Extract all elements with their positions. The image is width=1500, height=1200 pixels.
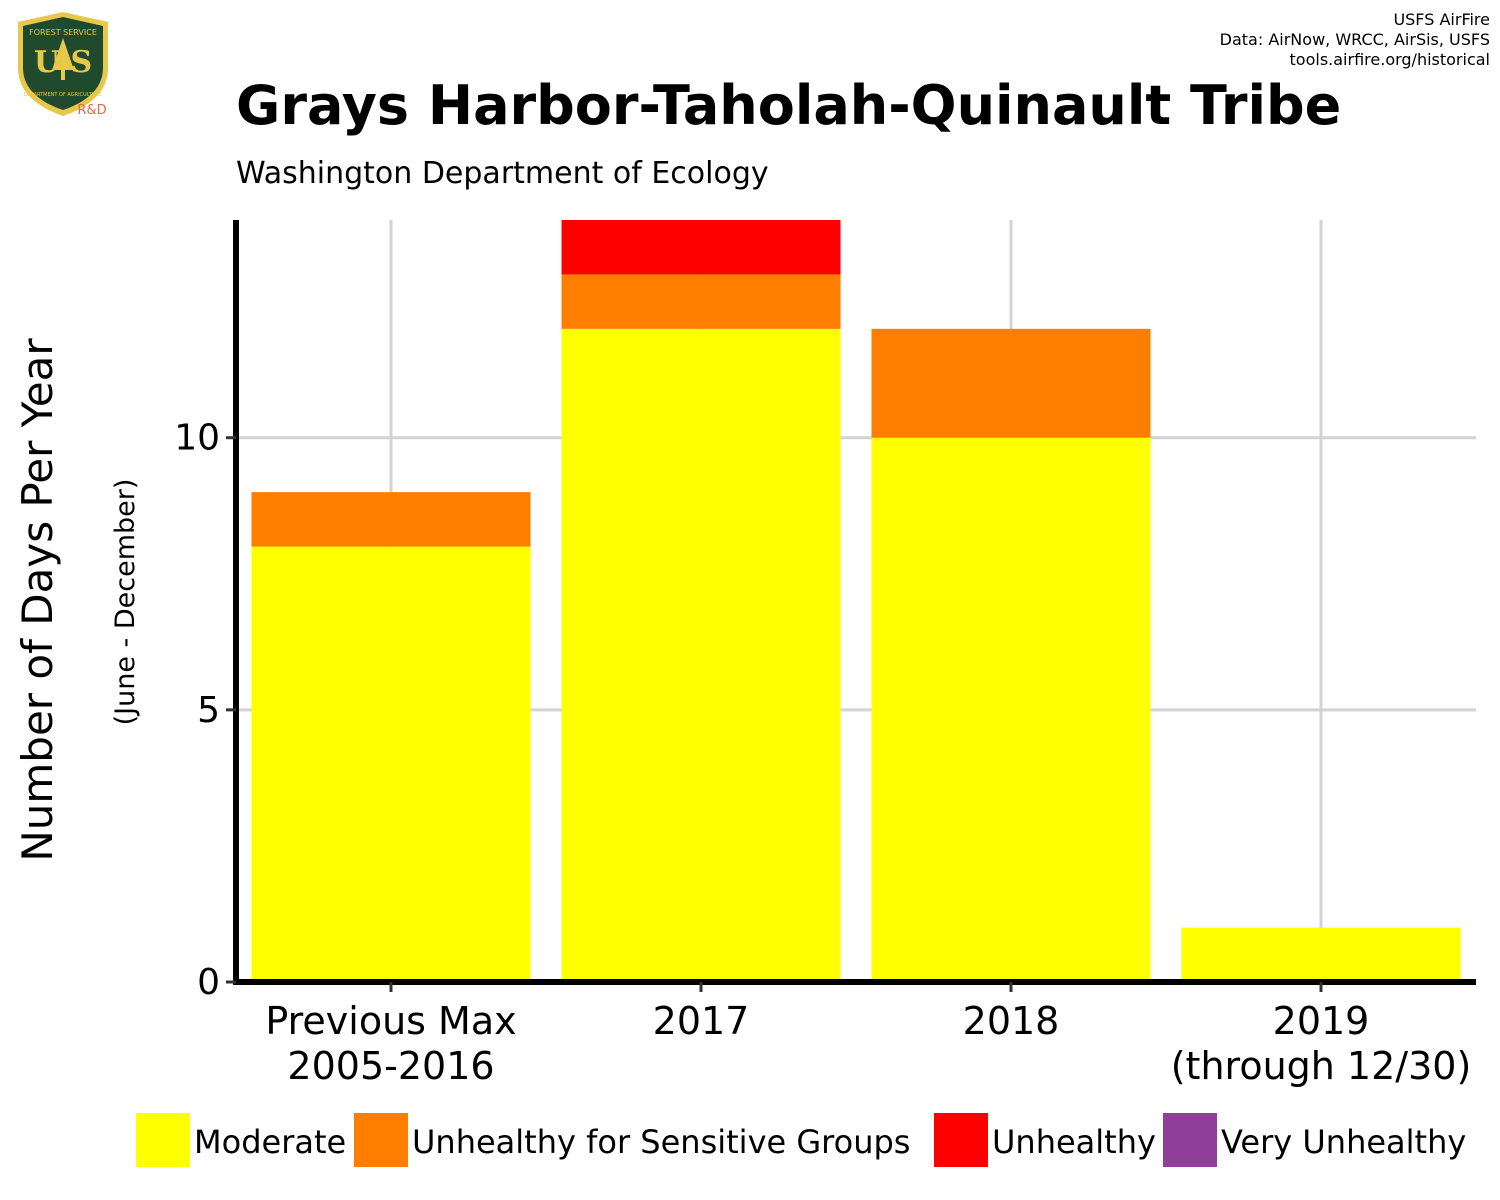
bar-segment	[561, 274, 841, 329]
chart-title: Grays Harbor-Taholah-Quinault Tribe	[236, 74, 1342, 137]
bar-segment	[251, 492, 531, 547]
x-tick-label: 2017	[653, 999, 750, 1043]
bar-segment	[871, 437, 1151, 982]
bar-segment	[871, 328, 1151, 438]
x-tick-label: Previous Max	[265, 999, 516, 1043]
legend-label: Unhealthy	[992, 1123, 1156, 1161]
bar-segment	[251, 546, 531, 982]
usfs-logo: U S FOREST SERVICE DEPARTMENT OF AGRICUL…	[18, 12, 108, 118]
y-axis-sublabel: (June - December)	[110, 479, 141, 726]
y-axis-label: Number of Days Per Year	[13, 338, 62, 862]
x-tick-label: 2019	[1273, 999, 1370, 1043]
credits: USFS AirFire Data: AirNow, WRCC, AirSis,…	[1220, 10, 1490, 70]
credit-line: tools.airfire.org/historical	[1289, 50, 1490, 69]
logo-bottom-text: DEPARTMENT OF AGRICULTURE	[24, 92, 102, 98]
y-tick-label: 0	[197, 962, 220, 1003]
x-tick-label: 2005-2016	[287, 1044, 494, 1088]
bar-segment	[561, 220, 841, 275]
y-tick-label: 5	[197, 690, 220, 731]
legend-swatch	[136, 1113, 190, 1167]
y-tick-label: 10	[174, 418, 220, 459]
bar-segment	[1181, 927, 1461, 982]
logo-top-text: FOREST SERVICE	[29, 28, 97, 37]
legend-label: Very Unhealthy	[1221, 1123, 1466, 1161]
legend-swatch	[934, 1113, 988, 1167]
credit-line: Data: AirNow, WRCC, AirSis, USFS	[1219, 30, 1490, 49]
bar-segment	[561, 328, 841, 982]
legend-swatch	[1163, 1113, 1217, 1167]
chart-subtitle: Washington Department of Ecology	[236, 156, 769, 191]
x-tick-label: 2018	[963, 999, 1060, 1043]
legend-swatch	[354, 1113, 408, 1167]
logo-tag: R&D	[77, 103, 106, 118]
legend-label: Unhealthy for Sensitive Groups	[412, 1123, 910, 1161]
credit-line: USFS AirFire	[1393, 10, 1490, 29]
legend-label: Moderate	[194, 1123, 346, 1161]
x-tick-label: (through 12/30)	[1171, 1044, 1472, 1088]
